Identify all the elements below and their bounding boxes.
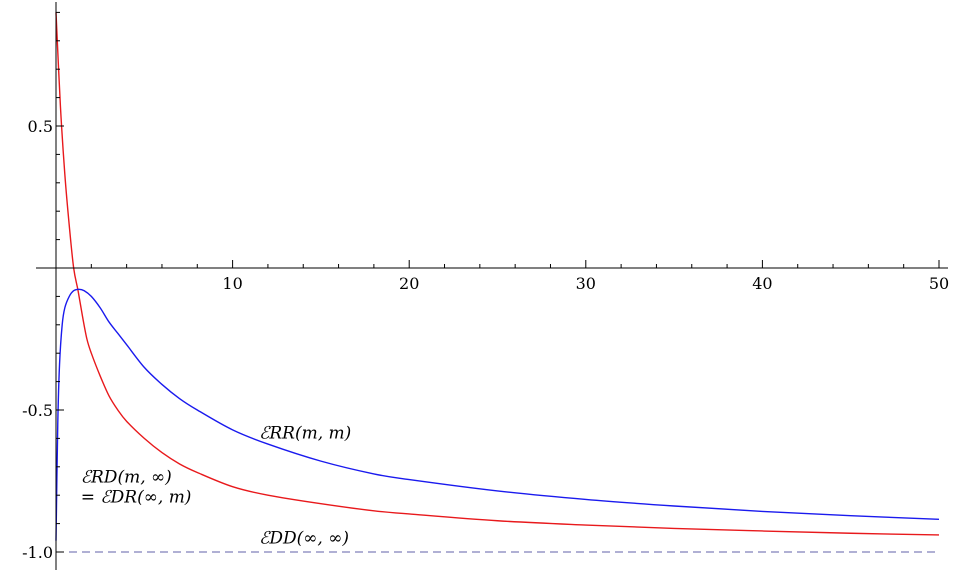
- curve-annotation: ℰDD(∞, ∞): [259, 528, 349, 548]
- curve-annotation: ℰRD(m, ∞): [81, 467, 172, 487]
- x-tick-label: 50: [929, 274, 949, 293]
- x-tick-label: 10: [222, 274, 242, 293]
- y-tick-label: -1.0: [22, 543, 53, 562]
- series-layer: [55, 12, 940, 553]
- ticks-layer: [56, 11, 940, 553]
- x-tick-label: 20: [399, 274, 419, 293]
- series-blue-line: [55, 288, 940, 541]
- tick-labels: 10 20 30 40 50 0.5 -0.5 -1.0: [22, 117, 949, 562]
- axes-layer: [36, 2, 948, 570]
- y-tick-label: -0.5: [22, 401, 53, 420]
- series-red-line: [55, 12, 940, 536]
- x-tick-label: 30: [576, 274, 596, 293]
- curve-annotation: = ℰDR(∞, m): [81, 487, 192, 507]
- x-tick-label: 40: [752, 274, 772, 293]
- curve-annotation: ℰRR(m, m): [259, 423, 351, 443]
- y-tick-label: 0.5: [28, 117, 53, 136]
- annotations: ℰRR(m, m) ℰRD(m, ∞)= ℰDR(∞, m) ℰDD(∞, ∞): [81, 423, 352, 548]
